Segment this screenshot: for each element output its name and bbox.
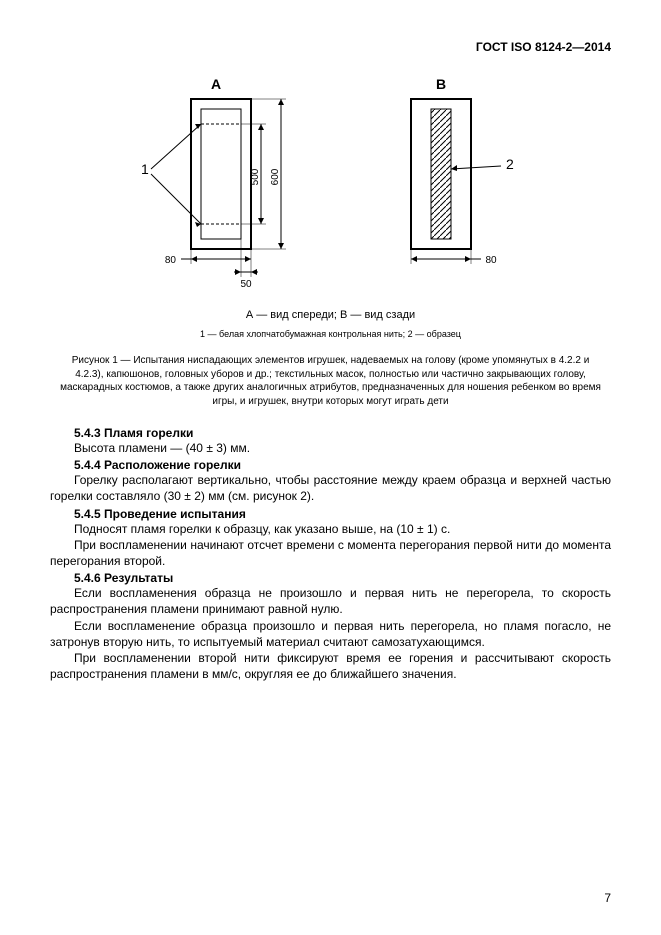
figure-1-diagram: A 1 500 600: [50, 74, 611, 294]
diagram-b: B 2 80: [386, 74, 536, 294]
callout-1: 1: [141, 161, 149, 177]
section-5-4-3-text: Высота пламени — (40 ± 3) мм.: [50, 440, 611, 456]
dim-80-b: 80: [485, 255, 497, 266]
section-5-4-5-text2: При воспламенении начинают отсчет времен…: [50, 537, 611, 569]
section-5-4-6-title: 5.4.6 Результаты: [50, 571, 611, 585]
callout-2: 2: [506, 156, 514, 172]
section-5-4-6-text2: Если воспламенение образца произошло и п…: [50, 618, 611, 650]
figure-title: Рисунок 1 — Испытания ниспадающих элемен…: [60, 354, 601, 408]
label-a: A: [210, 76, 220, 92]
document-header: ГОСТ ISO 8124-2—2014: [50, 40, 611, 54]
dim-50: 50: [240, 279, 252, 290]
view-caption: А — вид спереди; В — вид сзади: [50, 309, 611, 321]
section-5-4-5-text1: Подносят пламя горелки к образцу, как ук…: [50, 521, 611, 537]
page-number: 7: [604, 891, 611, 905]
label-b: B: [435, 76, 445, 92]
section-5-4-5-title: 5.4.5 Проведение испытания: [50, 507, 611, 521]
section-5-4-4-title: 5.4.4 Расположение горелки: [50, 458, 611, 472]
section-5-4-4-text: Горелку располагают вертикально, чтобы р…: [50, 472, 611, 504]
section-5-4-3-title: 5.4.3 Пламя горелки: [50, 426, 611, 440]
section-5-4-6-text3: При воспламенении второй нити фиксируют …: [50, 650, 611, 682]
dim-500: 500: [250, 168, 261, 185]
page: ГОСТ ISO 8124-2—2014 A 1 500: [0, 0, 661, 935]
dim-600: 600: [270, 168, 281, 185]
dim-80-a: 80: [164, 255, 176, 266]
diagram-a: A 1 500 600: [126, 74, 306, 294]
section-5-4-6-text1: Если воспламенения образца не произошло …: [50, 585, 611, 617]
figure-legend: 1 — белая хлопчатобумажная контрольная н…: [50, 329, 611, 339]
